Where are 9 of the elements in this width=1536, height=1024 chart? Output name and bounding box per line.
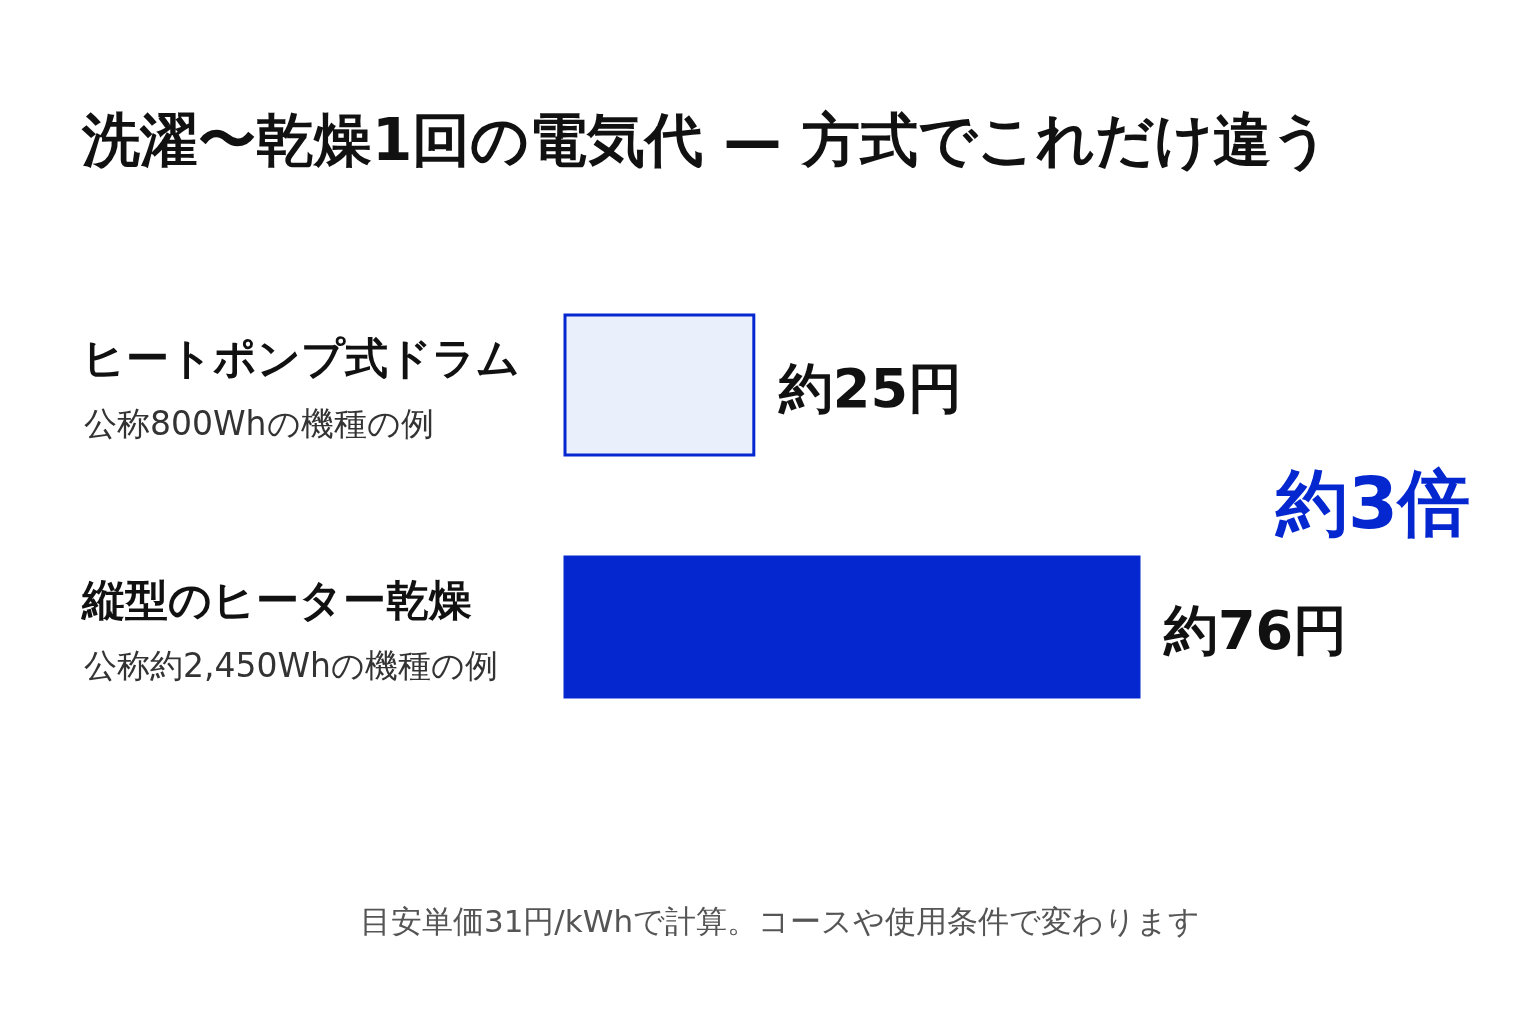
y-tick-label: ヒートポンプ式ドラム (82, 333, 520, 383)
chart-title: 洗濯〜乾燥1回の電気代 — 方式でこれだけ違う (81, 106, 1330, 174)
text: 公称約2,450Whの機種の例 (84, 646, 499, 685)
y-tick-label: 縦型のヒーター乾燥 (81, 575, 472, 625)
data-label: 約25円 (777, 357, 962, 420)
data-label: 約76円 (1163, 599, 1348, 662)
text: 公称800Whの機種の例 (84, 404, 434, 443)
text: 目安単価31円/kWhで計算。コースや使用条件で変わります (359, 903, 1201, 939)
text: 約3倍 (1273, 461, 1470, 545)
